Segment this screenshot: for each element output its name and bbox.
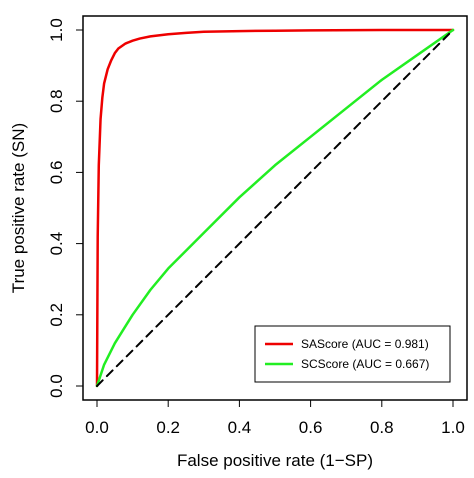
series-line-1 [95,28,455,388]
y-tick-label: 1.0 [47,18,66,42]
axes: 0.0 0.2 0.4 0.6 0.8 1.0 0.0 0.2 0.4 0.6 0.8 1.0 [47,18,465,437]
y-tick-label: 0.8 [47,89,66,113]
x-tick-label: 0.0 [85,418,109,437]
y-axis-title: True positive rate (SN) [9,123,28,293]
y-tick-label: 0.4 [47,232,66,256]
y-tick-label: 0.0 [47,374,66,398]
x-tick-label: 0.4 [228,418,252,437]
x-tick-label: 0.6 [299,418,323,437]
legend-entry-2: SCScore (AUC = 0.667) [301,357,429,371]
x-tick-label: 0.8 [370,418,394,437]
legend: SAScore (AUC = 0.981) SCScore (AUC = 0.66… [254,325,451,383]
x-tick-label: 0.2 [156,418,180,437]
y-tick-label: 0.2 [47,303,66,327]
diagonal-reference-line [96,29,454,387]
legend-box [254,325,451,383]
x-tick-label: 1.0 [441,418,465,437]
plot-lines [95,28,455,388]
series-line-2 [95,28,455,388]
x-axis-title: False positive rate (1−SP) [177,451,373,470]
legend-entry-1: SAScore (AUC = 0.981) [301,337,429,351]
y-tick-label: 0.6 [47,161,66,185]
